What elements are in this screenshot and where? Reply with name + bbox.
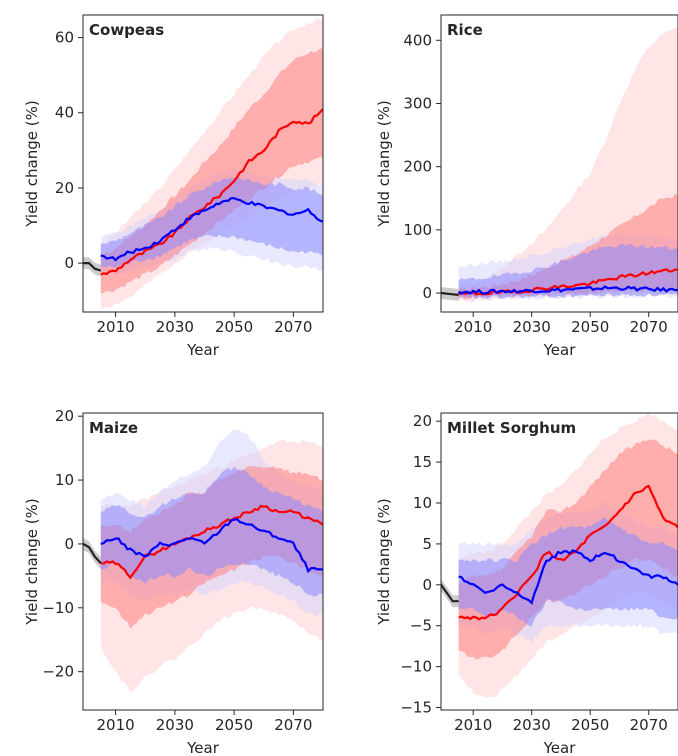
panel-title: Rice xyxy=(447,21,483,39)
x-tick-label: 2030 xyxy=(513,318,551,336)
y-tick-label: 40 xyxy=(55,104,74,122)
x-tick-label: 2030 xyxy=(156,716,194,734)
blue-series-line xyxy=(458,285,678,295)
blue-inner-band xyxy=(458,243,678,300)
y-tick-label: 400 xyxy=(403,31,432,49)
x-tick-label: 2050 xyxy=(215,716,253,734)
plot-frame xyxy=(440,412,678,711)
x-tick-label: 2030 xyxy=(156,318,194,336)
x-tick-label: 2070 xyxy=(630,716,668,734)
panel-maize: 2010 2030 2050 2070 −20 −10 0 10 20 Maize Year Yiel… xyxy=(23,407,324,756)
y-tick-label: 300 xyxy=(403,94,432,112)
x-axis-label: Year xyxy=(186,341,220,359)
x-axis-label: Year xyxy=(543,739,577,756)
x-tick-label: 2070 xyxy=(630,318,668,336)
plot-frame xyxy=(440,14,678,313)
y-tick-label: 10 xyxy=(413,494,432,512)
x-tick-label: 2010 xyxy=(96,318,134,336)
x-tick-label: 2070 xyxy=(274,716,312,734)
panel-title: Cowpeas xyxy=(89,21,164,39)
x-axis-label: Year xyxy=(186,739,220,756)
historical-line xyxy=(83,262,102,272)
x-tick-label: 2050 xyxy=(215,318,253,336)
y-tick-label: −10 xyxy=(42,599,74,617)
y-tick-label: 20 xyxy=(55,407,74,425)
y-tick-label: −15 xyxy=(400,699,432,717)
y-axis-label: Yield change (%) xyxy=(375,100,393,227)
x-tick-label: 2030 xyxy=(513,716,551,734)
red-series-line xyxy=(100,108,323,276)
panel-rice: 2010 2030 2050 2070 0 100 200 300 400 Rice Year Yie… xyxy=(375,14,678,359)
historical-line xyxy=(441,584,459,603)
y-tick-label: 0 xyxy=(422,284,432,302)
y-tick-label: 0 xyxy=(64,254,74,272)
blue-series-line xyxy=(100,197,323,262)
y-tick-label: 20 xyxy=(413,412,432,430)
x-tick-label: 2010 xyxy=(454,318,492,336)
x-axis-label: Year xyxy=(543,341,577,359)
panel-title: Millet Sorghum xyxy=(447,419,576,437)
y-axis-label: Yield change (%) xyxy=(23,498,41,625)
panel-cowpeas: 2010 2030 2050 2070 0 20 40 60 Cowpeas Year Yield … xyxy=(23,14,324,359)
y-tick-label: 5 xyxy=(422,535,432,553)
y-axis-label: Yield change (%) xyxy=(23,100,41,227)
historical-line xyxy=(441,291,459,296)
y-tick-label: 15 xyxy=(413,453,432,471)
y-tick-label: 100 xyxy=(403,221,432,239)
blue-series-line xyxy=(100,517,323,574)
y-axis-label: Yield change (%) xyxy=(375,498,393,625)
panel-title: Maize xyxy=(89,419,138,437)
y-tick-label: −5 xyxy=(410,617,432,635)
blue-series-line xyxy=(458,549,678,605)
plot-frame xyxy=(82,14,324,313)
x-tick-label: 2050 xyxy=(571,318,609,336)
y-tick-label: 0 xyxy=(64,535,74,553)
y-tick-label: −10 xyxy=(400,658,432,676)
x-tick-label: 2010 xyxy=(454,716,492,734)
y-tick-label: −20 xyxy=(42,663,74,681)
historical-line xyxy=(83,542,102,564)
y-tick-label: 10 xyxy=(55,471,74,489)
y-tick-label: 0 xyxy=(422,576,432,594)
panel-millet-sorghum: 2010 2030 2050 2070 −15 −10 −5 0 5 10 15 20 Millet S… xyxy=(375,412,678,756)
historical-band xyxy=(441,578,459,608)
plot-frame xyxy=(82,412,324,711)
y-tick-label: 60 xyxy=(55,29,74,47)
blue-inner-band xyxy=(100,466,323,597)
red-series-line xyxy=(458,484,678,621)
x-tick-label: 2070 xyxy=(274,318,312,336)
x-tick-label: 2010 xyxy=(96,716,134,734)
red-series-line xyxy=(100,504,323,580)
y-tick-label: 20 xyxy=(55,179,74,197)
x-tick-label: 2050 xyxy=(571,716,609,734)
y-tick-label: 200 xyxy=(403,158,432,176)
